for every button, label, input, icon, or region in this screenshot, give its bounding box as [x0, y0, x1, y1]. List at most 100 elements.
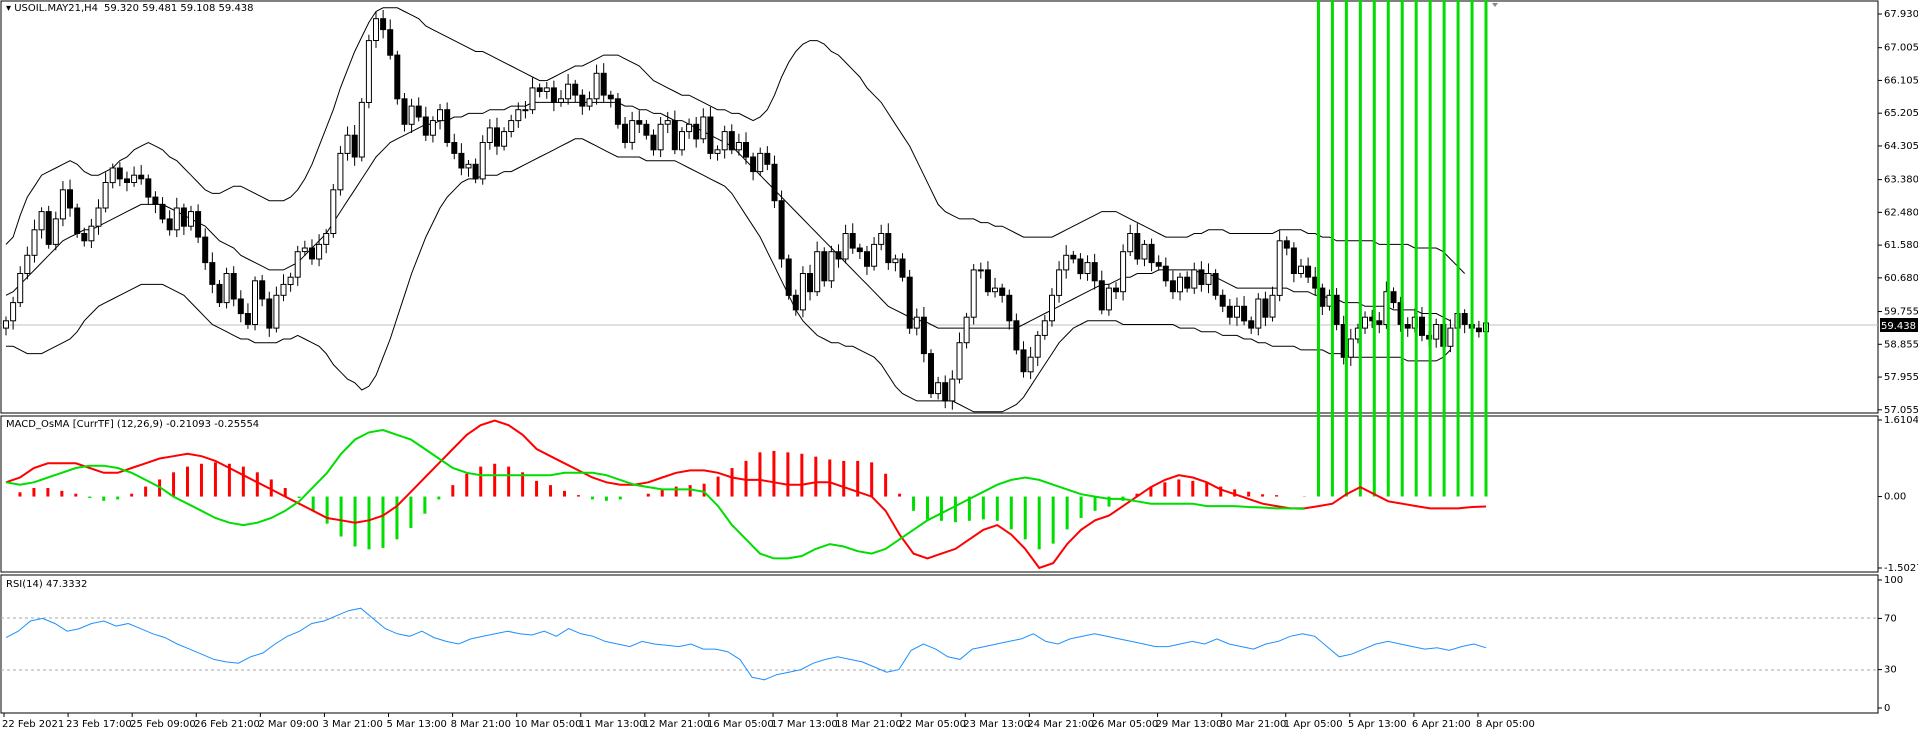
pane-menu-icon[interactable]: ▾	[6, 3, 14, 14]
candle-body	[593, 72, 600, 100]
candle-body	[173, 207, 180, 231]
candle-body	[1084, 262, 1091, 275]
time-tick-label: 26 Feb 21:00	[194, 719, 260, 730]
candle-body	[74, 207, 81, 234]
candle-body	[494, 127, 500, 147]
candle-body	[529, 87, 536, 111]
candle-body	[1041, 320, 1048, 336]
candle-body	[579, 94, 586, 107]
candle-body	[24, 254, 31, 275]
rsi-line	[5, 607, 1487, 681]
candle-body	[970, 269, 977, 318]
macd-tick-label: -1.5027	[1884, 563, 1918, 574]
time-tick-label: 30 Mar 21:00	[1220, 719, 1287, 730]
candle-body	[1312, 276, 1319, 289]
candle-body	[1020, 349, 1027, 373]
candle-body	[849, 233, 856, 249]
candle-body	[735, 142, 742, 151]
candle-body	[309, 247, 315, 260]
price-pane-frame	[0, 0, 1879, 414]
candle-body	[59, 189, 66, 220]
candle-body	[244, 313, 251, 325]
price-tick-label: 63.380	[1884, 175, 1918, 186]
candle-body	[1205, 273, 1212, 285]
candle-body	[1077, 258, 1084, 275]
candle-body	[1056, 269, 1063, 296]
price-pane[interactable]: ▾ USOIL.MAY21,H4 59.320 59.481 59.108 59.…	[0, 0, 1918, 416]
candle-body	[273, 294, 280, 329]
scroll-marker-icon[interactable]	[1492, 3, 1498, 7]
macd-pane[interactable]: MACD_OsMA [CurrTF] (12,26,9) -0.21093 -0…	[0, 0, 1918, 574]
time-tick-label: 23 Feb 17:00	[66, 719, 132, 730]
candle-body	[977, 269, 984, 272]
candle-body	[124, 178, 130, 183]
candle-body	[920, 316, 927, 355]
candle-body	[216, 283, 223, 304]
candle-body	[1049, 294, 1055, 322]
candle-body	[536, 87, 543, 93]
candle-body	[1376, 320, 1383, 325]
candle-body	[984, 269, 991, 293]
candle-body	[1262, 298, 1269, 318]
candle-body	[102, 182, 109, 209]
time-tick-label: 8 Apr 05:00	[1476, 719, 1535, 730]
time-tick-label: 22 Mar 05:00	[899, 719, 966, 730]
candle-body	[1091, 262, 1098, 282]
candle-body	[394, 54, 401, 100]
candle-body	[109, 167, 116, 184]
candle-body	[1162, 265, 1169, 282]
candle-body	[558, 98, 564, 103]
candle-body	[1305, 265, 1312, 278]
candle-body	[1134, 233, 1141, 260]
candle-body	[280, 283, 287, 296]
candle-body	[1333, 294, 1340, 325]
candle-body	[714, 149, 721, 154]
candle-body	[116, 167, 123, 180]
candle-body	[657, 123, 664, 151]
candle-body	[415, 105, 422, 118]
candle-body	[1105, 287, 1112, 311]
macd-main-line	[5, 419, 1487, 570]
time-tick-label: 22 Feb 2021	[2, 719, 64, 730]
time-tick-label: 3 Mar 21:00	[322, 719, 382, 730]
candle-body	[209, 262, 216, 285]
candle-body	[906, 276, 913, 329]
candle-body	[899, 258, 906, 278]
candle-body	[707, 116, 714, 154]
candle-body	[792, 294, 799, 311]
rsi-pane[interactable]: RSI(14) 47.3332 100 70 30 0	[0, 574, 1903, 714]
candle-body	[1447, 327, 1454, 347]
macd-tick-label: 0.00	[1884, 492, 1906, 503]
candle-body	[1419, 316, 1425, 336]
candle-body	[401, 98, 408, 125]
candle-body	[323, 233, 330, 245]
candle-body	[31, 229, 38, 256]
candle-body	[159, 203, 166, 220]
osma-histogram	[18, 0, 1488, 550]
candle-body	[1155, 262, 1162, 267]
candle-body	[237, 298, 244, 315]
price-tick-label: 64.305	[1884, 141, 1918, 152]
time-tick-label: 10 Mar 05:00	[515, 719, 582, 730]
candle-body	[10, 302, 17, 322]
candle-body	[614, 98, 621, 125]
candle-body	[942, 382, 949, 402]
candle-body	[1226, 305, 1233, 318]
candle-body	[259, 280, 266, 300]
time-tick-label: 24 Mar 21:00	[1027, 719, 1094, 730]
price-axis: 67.930 67.005 66.105 65.205 64.305 63.380 62.4…	[1878, 9, 1918, 416]
price-tick-label: 58.855	[1884, 339, 1918, 350]
candle-body	[1475, 327, 1482, 333]
candle-body	[956, 342, 963, 380]
candle-body	[337, 152, 344, 191]
candle-body	[67, 189, 73, 209]
time-tick-label: 12 Mar 21:00	[643, 719, 710, 730]
rsi-title: RSI(14) 47.3332	[6, 579, 87, 590]
candle-body	[195, 211, 202, 238]
candle-body	[180, 207, 187, 227]
candle-body	[1298, 265, 1304, 275]
candle-body	[1390, 291, 1397, 304]
candle-body	[728, 131, 735, 151]
candle-body	[188, 211, 194, 227]
